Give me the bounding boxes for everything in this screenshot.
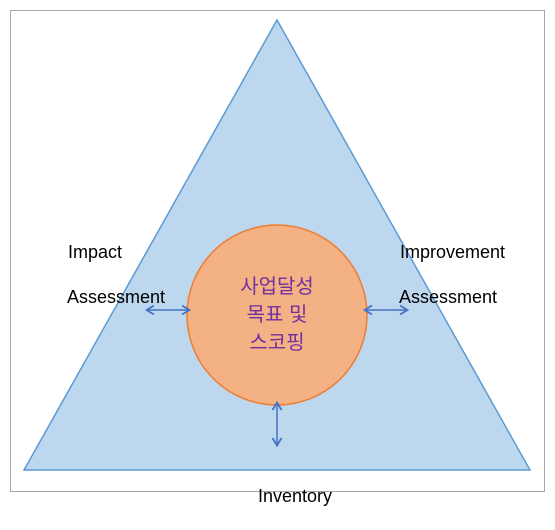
label-inventory-text: Inventory [258, 486, 332, 506]
label-improvement-assessment: Improvement Assessment [380, 218, 505, 331]
center-text: 사업달성 목표 및 스코핑 [207, 273, 347, 357]
label-impact-assessment: Impact Assessment [48, 218, 165, 331]
label-inventory: Inventory [238, 462, 332, 530]
label-impact-line2: Assessment [67, 287, 165, 307]
label-improvement-line2: Assessment [399, 287, 497, 307]
center-text-line1: 사업달성 [240, 276, 314, 298]
center-text-line2: 목표 및 [247, 304, 308, 326]
label-improvement-line1: Improvement [400, 242, 505, 262]
diagram-canvas: Impact Assessment Improvement Assessment… [0, 0, 555, 502]
center-text-line3: 스코핑 [249, 332, 304, 354]
label-impact-line1: Impact [68, 242, 122, 262]
